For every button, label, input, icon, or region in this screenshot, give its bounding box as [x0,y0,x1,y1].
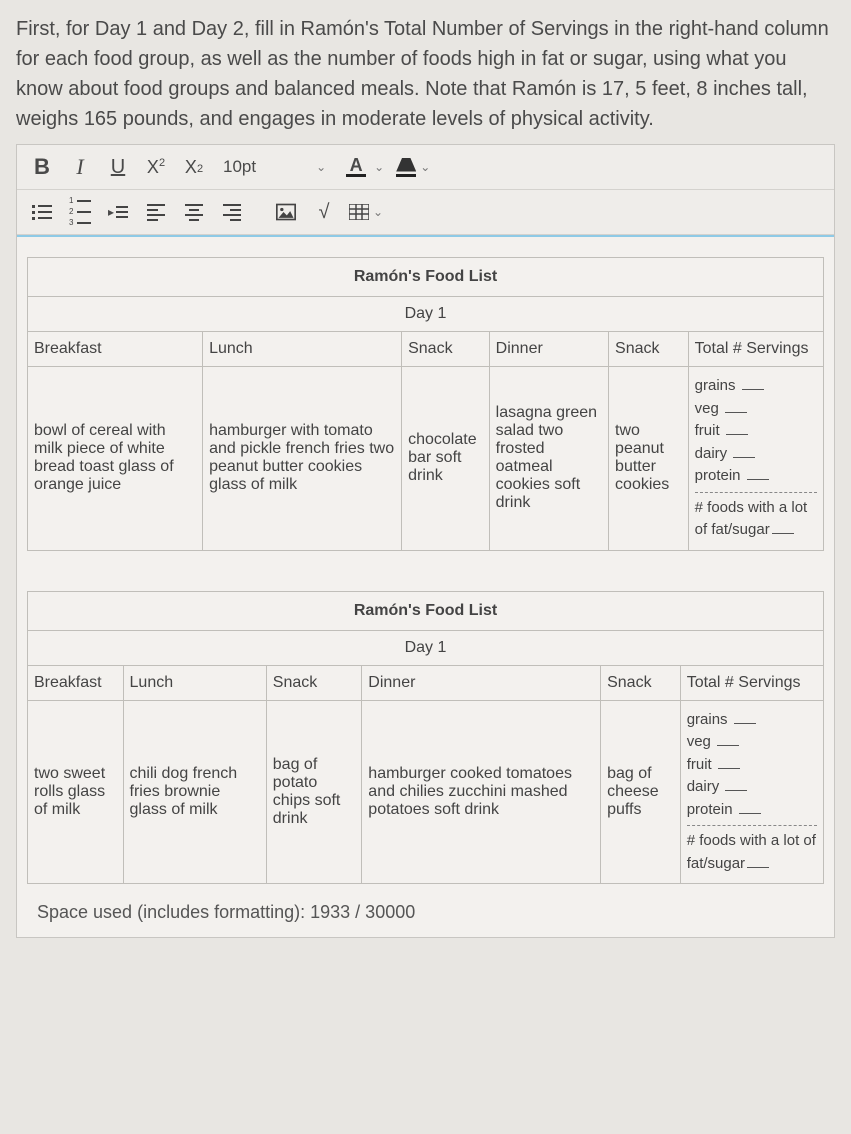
cell-snack2[interactable]: bag of cheese puffs [601,700,681,884]
col-breakfast: Breakfast [28,332,203,367]
align-center-button[interactable] [177,196,211,228]
underline-button[interactable]: U [101,151,135,183]
increase-indent-button[interactable]: ▸ [101,196,135,228]
col-lunch: Lunch [203,332,402,367]
col-snack1: Snack [402,332,490,367]
chevron-down-icon: ⌄ [420,160,430,174]
col-snack2: Snack [609,332,689,367]
align-right-button[interactable] [215,196,249,228]
insert-formula-button[interactable]: √ [307,196,341,228]
food-table-day2[interactable]: Ramón's Food List Day 1 Breakfast Lunch … [27,591,824,885]
toolbar-row-2: 1 2 3 ▸ √ ⌄ [17,190,834,235]
cell-dinner[interactable]: hamburger cooked tomatoes and chilies zu… [362,700,601,884]
text-color-button[interactable]: A ⌄ [338,151,388,183]
cell-breakfast[interactable]: two sweet rolls glass of milk [28,700,124,884]
space-used-text: Space used (includes formatting): 1933 /… [27,884,824,927]
cell-lunch[interactable]: hamburger with tomato and pickle french … [203,367,402,551]
instructions-text: First, for Day 1 and Day 2, fill in Ramó… [16,14,835,134]
cell-snack1[interactable]: bag of potato chips soft drink [266,700,362,884]
chevron-down-icon: ⌄ [374,160,384,174]
food-table-day1[interactable]: Ramón's Food List Day 1 Breakfast Lunch … [27,257,824,551]
cell-totals[interactable]: grains veg fruit dairy protein # foods w… [688,367,823,551]
table-day: Day 1 [28,630,824,665]
italic-button[interactable]: I [63,151,97,183]
col-snack1: Snack [266,665,362,700]
bold-button[interactable]: B [25,151,59,183]
subscript-button[interactable]: X2 [177,151,211,183]
col-total: Total # Servings [680,665,823,700]
col-snack2: Snack [601,665,681,700]
insert-image-button[interactable] [269,196,303,228]
highlight-color-button[interactable]: ⌄ [392,151,434,183]
table-title: Ramón's Food List [28,258,824,297]
numbered-list-button[interactable]: 1 2 3 [63,196,97,228]
cell-breakfast[interactable]: bowl of cereal with milk piece of white … [28,367,203,551]
cell-snack1[interactable]: chocolate bar soft drink [402,367,490,551]
col-dinner: Dinner [489,332,608,367]
col-dinner: Dinner [362,665,601,700]
editor-content[interactable]: Ramón's Food List Day 1 Breakfast Lunch … [17,235,834,937]
table-day: Day 1 [28,297,824,332]
toolbar-row-1: B I U X2 X2 10pt ⌄ A ⌄ ⌄ [17,145,834,190]
font-size-select[interactable]: 10pt ⌄ [215,151,334,183]
chevron-down-icon: ⌄ [373,205,383,219]
superscript-button[interactable]: X2 [139,151,173,183]
table-title: Ramón's Food List [28,591,824,630]
cell-lunch[interactable]: chili dog french fries brownie glass of … [123,700,266,884]
rich-text-editor: B I U X2 X2 10pt ⌄ A ⌄ ⌄ 1 2 [16,144,835,938]
col-lunch: Lunch [123,665,266,700]
align-left-button[interactable] [139,196,173,228]
insert-table-button[interactable]: ⌄ [345,196,387,228]
cell-snack2[interactable]: two peanut butter cookies [609,367,689,551]
font-size-label: 10pt [223,157,256,177]
col-total: Total # Servings [688,332,823,367]
chevron-down-icon: ⌄ [316,160,326,174]
bullet-list-button[interactable] [25,196,59,228]
col-breakfast: Breakfast [28,665,124,700]
cell-dinner[interactable]: lasagna green salad two frosted oatmeal … [489,367,608,551]
cell-totals[interactable]: grains veg fruit dairy protein # foods w… [680,700,823,884]
